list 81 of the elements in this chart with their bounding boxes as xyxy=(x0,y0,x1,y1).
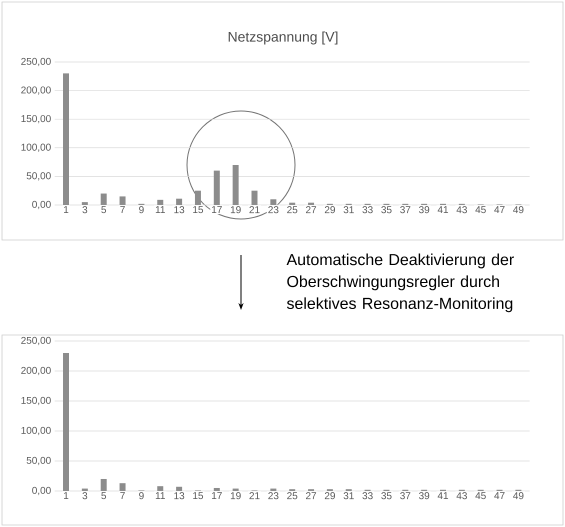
bar xyxy=(214,170,220,205)
x-tick-label: 25 xyxy=(287,492,298,500)
chart-title: Netzspannung [V] xyxy=(228,31,338,44)
y-tick-label: 250,00 xyxy=(21,58,51,66)
bar xyxy=(176,486,182,491)
x-tick-label: 39 xyxy=(418,206,430,214)
x-tick-label: 49 xyxy=(513,492,524,500)
x-tick-label: 37 xyxy=(400,492,410,500)
y-tick-label: 150,00 xyxy=(21,115,51,124)
y-tick-label: 50,00 xyxy=(26,456,51,466)
x-tick-label: 15 xyxy=(193,492,204,500)
bar xyxy=(214,488,220,491)
x-tick-label: 11 xyxy=(156,492,165,500)
y-tick-label: 200,00 xyxy=(21,86,51,95)
x-tick-label: 35 xyxy=(381,492,392,500)
x-tick-label: 33 xyxy=(362,206,373,214)
bar xyxy=(194,190,201,205)
x-tick-label: 27 xyxy=(306,206,316,214)
y-tick-label: 50,00 xyxy=(26,172,51,181)
y-tick-label: 0,00 xyxy=(32,200,51,210)
x-tick-label: 3 xyxy=(82,492,88,500)
bar xyxy=(176,198,182,205)
x-tick-label: 19 xyxy=(230,492,241,500)
x-tick-label: 1 xyxy=(64,492,68,500)
bar xyxy=(82,202,88,205)
x-tick-label: 49 xyxy=(513,206,524,214)
bar xyxy=(63,352,70,491)
y-tick-label: 150,00 xyxy=(21,396,51,406)
x-tick-label: 27 xyxy=(306,492,316,500)
x-tick-label: 41 xyxy=(438,492,448,500)
bar xyxy=(252,190,258,205)
x-tick-label: 29 xyxy=(324,206,335,214)
x-tick-label: 13 xyxy=(174,492,184,500)
x-tick-label: 9 xyxy=(139,492,144,500)
x-tick-label: 5 xyxy=(101,206,106,214)
x-tick-label: 15 xyxy=(193,206,204,214)
x-tick-label: 35 xyxy=(381,206,392,214)
x-tick-label: 5 xyxy=(101,492,106,500)
bar xyxy=(157,200,164,205)
x-tick-label: 1 xyxy=(64,206,68,214)
bar xyxy=(63,73,70,205)
text: Automatische Deaktivierung der Oberschwingungsregler durch selektives Resonanz-Monitoring xyxy=(286,254,514,312)
x-tick-label: 43 xyxy=(456,492,467,500)
x-tick-label: 43 xyxy=(456,206,467,214)
x-tick-label: 31 xyxy=(344,492,354,500)
x-tick-label: 23 xyxy=(268,492,278,500)
y-tick-label: 0,00 xyxy=(32,486,51,496)
bar xyxy=(232,164,239,205)
x-tick-label: 45 xyxy=(475,492,486,500)
y-tick-label: 100,00 xyxy=(21,144,51,152)
x-tick-label: 7 xyxy=(120,206,125,214)
x-tick-label: 47 xyxy=(494,206,505,214)
x-tick-label: 21 xyxy=(249,206,260,214)
x-tick-label: 25 xyxy=(287,206,298,214)
x-tick-label: 17 xyxy=(212,492,222,500)
x-tick-label: 31 xyxy=(344,206,354,214)
x-tick-label: 7 xyxy=(120,492,125,500)
bar xyxy=(120,196,126,205)
x-tick-label: 19 xyxy=(230,206,241,214)
x-tick-label: 9 xyxy=(139,206,144,214)
x-tick-label: 11 xyxy=(156,206,165,214)
bar xyxy=(120,483,126,491)
x-tick-label: 29 xyxy=(324,492,335,500)
x-tick-label: 21 xyxy=(249,492,260,500)
y-tick-label: 250,00 xyxy=(21,336,51,346)
x-tick-label: 23 xyxy=(268,206,278,214)
bar xyxy=(270,199,276,205)
x-tick-label: 37 xyxy=(400,206,410,214)
x-tick-label: 3 xyxy=(82,206,88,214)
x-tick-label: 45 xyxy=(475,206,486,214)
y-tick-label: 100,00 xyxy=(21,426,51,436)
x-tick-label: 41 xyxy=(438,206,448,214)
x-tick-label: 17 xyxy=(212,206,222,214)
x-tick-label: 33 xyxy=(362,492,373,500)
bar xyxy=(100,478,107,491)
y-tick-label: 200,00 xyxy=(21,366,51,376)
x-tick-label: 39 xyxy=(418,492,430,500)
x-tick-label: 47 xyxy=(494,492,505,500)
x-tick-label: 13 xyxy=(174,206,184,214)
bar xyxy=(157,486,164,491)
bar xyxy=(100,194,107,205)
